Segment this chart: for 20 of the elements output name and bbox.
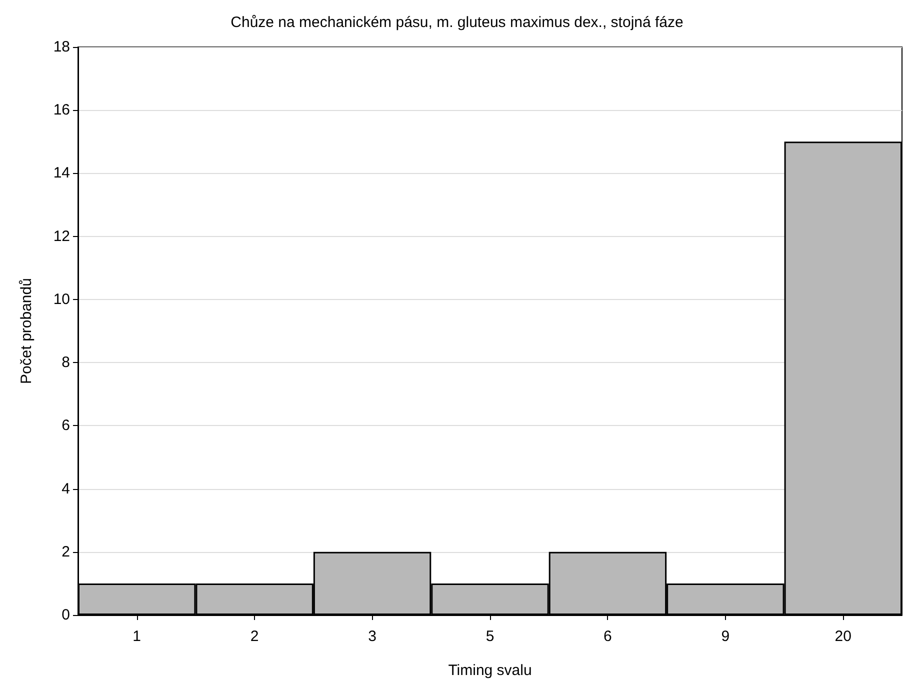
x-tick-label: 1	[132, 628, 142, 645]
y-tick-label: 10	[53, 290, 70, 308]
x-axis-title: Timing svalu	[448, 662, 532, 679]
y-tick-label: 8	[62, 354, 70, 372]
y-tick-label: 14	[53, 164, 70, 182]
x-tick-label: 5	[486, 628, 494, 645]
y-tick-label: 0	[62, 606, 70, 624]
y-tick-label: 2	[62, 543, 70, 560]
x-tick-label: 3	[368, 628, 376, 645]
y-tick-label: 12	[53, 228, 70, 245]
y-tick-label: 4	[62, 480, 70, 498]
x-tick-label: 9	[721, 628, 730, 645]
y-axis-title: Počet probandů	[18, 278, 35, 384]
y-tick-label: 18	[53, 38, 70, 56]
x-tick-label: 20	[834, 628, 852, 645]
x-tick-label: 2	[250, 628, 259, 645]
y-tick-label: 16	[53, 102, 70, 119]
chart-title: Chůze na mechanickém pásu, m. gluteus maximus dex., stojná fáze	[230, 14, 684, 31]
y-tick-label: 6	[62, 417, 70, 434]
x-tick-label: 6	[604, 628, 612, 645]
